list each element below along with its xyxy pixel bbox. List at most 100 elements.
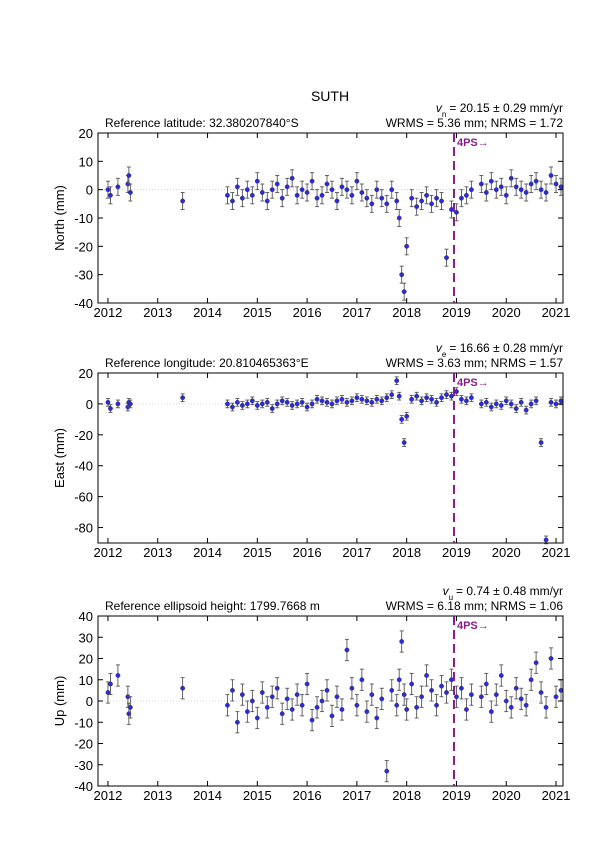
data-point <box>374 396 380 402</box>
data-point <box>249 192 255 198</box>
data-point <box>349 192 355 198</box>
data-point <box>324 181 330 187</box>
data-point <box>409 195 415 201</box>
data-point <box>404 707 410 712</box>
data-point <box>439 395 444 401</box>
data-point <box>225 702 230 708</box>
data-point <box>349 685 355 691</box>
data-point <box>523 702 529 708</box>
y-tick-label: -60 <box>74 490 93 505</box>
data-point <box>394 702 400 708</box>
data-point <box>528 401 534 407</box>
y-tick-label: 10 <box>79 154 93 169</box>
y-tick-label: 0 <box>86 183 93 198</box>
data-point <box>389 187 395 193</box>
data-point <box>478 181 484 187</box>
data-point <box>115 673 121 678</box>
data-point <box>434 702 439 708</box>
data-point <box>424 395 429 401</box>
data-point <box>349 398 355 404</box>
data-point <box>354 702 360 708</box>
data-point <box>503 698 509 704</box>
data-point <box>264 704 270 710</box>
data-point <box>464 192 469 198</box>
data-point <box>409 396 415 402</box>
data-point <box>235 399 240 405</box>
y-axis-label: Up (mm) <box>52 676 67 727</box>
data-point <box>369 692 375 698</box>
data-point <box>115 184 121 190</box>
data-point <box>249 698 255 704</box>
data-point <box>483 399 489 405</box>
data-point <box>414 204 420 210</box>
data-point <box>284 399 290 405</box>
data-point <box>249 398 255 404</box>
data-point <box>553 401 559 407</box>
data-point <box>180 198 186 204</box>
x-tick-label: 2020 <box>492 788 521 803</box>
velocity: ve = 16.66 ± 0.28 mm/yr <box>436 341 563 359</box>
velocity-component: u <box>449 593 453 602</box>
data-point <box>528 181 534 187</box>
data-point <box>513 406 519 411</box>
data-point <box>334 398 340 404</box>
data-point <box>239 403 245 408</box>
data-point <box>354 178 360 184</box>
data-point <box>439 198 444 204</box>
data-point <box>493 692 499 698</box>
data-point <box>533 178 539 184</box>
y-tick-label: -20 <box>74 428 93 443</box>
data-point <box>314 195 320 201</box>
data-point <box>254 403 260 408</box>
data-point <box>399 416 405 422</box>
data-point <box>299 399 305 405</box>
data-point <box>274 685 280 691</box>
data-point <box>488 178 494 184</box>
y-tick-label: 0 <box>86 397 93 412</box>
data-point <box>518 696 524 702</box>
x-tick-label: 2015 <box>243 305 272 320</box>
data-point <box>294 401 300 407</box>
data-point <box>344 647 350 653</box>
data-point <box>384 201 390 207</box>
data-point <box>304 404 310 410</box>
data-point <box>538 187 544 193</box>
data-point <box>454 209 459 215</box>
data-point <box>108 192 113 198</box>
data-point <box>424 192 429 198</box>
data-point <box>404 413 410 419</box>
y-axis-label: North (mm) <box>52 185 67 251</box>
data-point <box>289 175 295 181</box>
data-point <box>404 243 410 249</box>
data-point <box>304 681 310 687</box>
data-point <box>414 393 420 399</box>
data-point <box>126 173 132 178</box>
velocity-component: e <box>442 350 447 359</box>
data-point <box>180 395 186 401</box>
data-point <box>225 192 230 198</box>
reference-annotation: Reference latitude: 32.380207840°S <box>105 116 299 130</box>
data-point <box>324 399 330 405</box>
data-point <box>548 656 554 661</box>
data-point <box>459 685 464 691</box>
data-point <box>319 698 325 704</box>
data-point <box>239 195 245 201</box>
data-point <box>488 709 494 715</box>
y-tick-label: 20 <box>79 652 93 667</box>
data-point <box>444 392 449 398</box>
data-point <box>274 401 280 407</box>
data-point <box>419 198 425 204</box>
data-point <box>483 681 489 687</box>
data-point <box>259 190 265 195</box>
data-point <box>548 173 554 178</box>
data-point <box>374 715 380 721</box>
data-point <box>289 707 295 712</box>
data-point <box>523 190 529 195</box>
x-tick-label: 2018 <box>392 788 421 803</box>
figure-title: SUTH <box>311 88 349 104</box>
data-point <box>508 704 514 710</box>
data-point <box>230 687 235 693</box>
data-point <box>235 184 240 190</box>
y-tick-label: 0 <box>86 694 93 709</box>
